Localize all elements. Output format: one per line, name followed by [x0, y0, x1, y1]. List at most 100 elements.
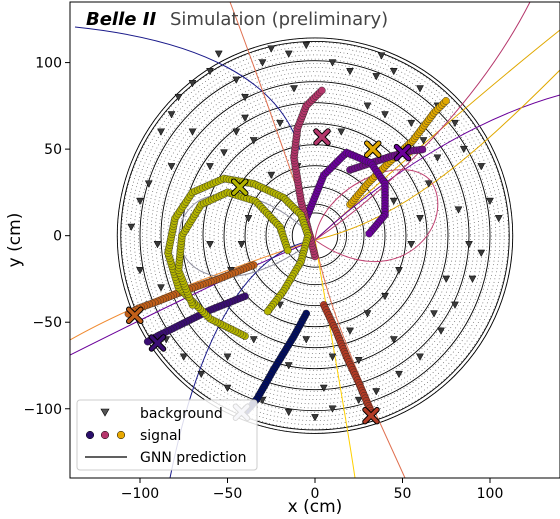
background-hit [363, 102, 372, 110]
detector-wire-layer [222, 142, 408, 329]
background-hit [244, 215, 253, 223]
legend-background-label: background [140, 406, 223, 422]
detector-wire-layer [192, 113, 438, 358]
background-hit [241, 93, 249, 102]
detector-wire-layer [125, 46, 505, 426]
detector-wire-layer [276, 197, 354, 274]
detector-wire-layer [209, 130, 421, 342]
background-hit [267, 171, 276, 180]
background-hit [302, 42, 311, 50]
background-hit [354, 396, 363, 405]
legend-gnn-label: GNN prediction [140, 450, 246, 466]
background-hit [328, 59, 337, 67]
detector-wire-layer [205, 125, 425, 346]
track-end-cross [393, 143, 412, 162]
background-hit [206, 67, 214, 76]
background-hit [354, 357, 363, 365]
signal-hit [318, 86, 326, 95]
detector-wire-layer [138, 58, 492, 413]
detector-superlayer-ring [120, 40, 510, 431]
detector-wire-layer [268, 188, 362, 283]
detector-wire-layer [133, 54, 497, 417]
detector-wire-layer [238, 159, 392, 312]
background-hit [167, 163, 176, 171]
signal-hit [143, 337, 152, 346]
detector-wire-layer [247, 167, 383, 304]
background-hit [174, 93, 183, 102]
chart-subtitle: Simulation (preliminary) [170, 9, 388, 30]
background-hit [486, 197, 494, 206]
x-axis-label: x (cm) [288, 497, 343, 517]
background-hit [395, 267, 403, 275]
background-hit [465, 241, 473, 249]
signal-hit [263, 307, 272, 316]
detector-superlayer-ring [244, 165, 386, 307]
legend-signal-marker-3 [116, 430, 126, 440]
background-hit [454, 206, 463, 214]
background-hit [407, 119, 416, 128]
detector-wire-layer [121, 41, 509, 430]
background-hit [451, 119, 459, 128]
background-hit [416, 353, 424, 361]
background-hit [407, 241, 416, 249]
background-hit [372, 73, 381, 81]
background-hit [284, 50, 293, 58]
background-hit [188, 128, 197, 136]
detector-wire-layer [184, 104, 446, 367]
detector-wire-layer [226, 146, 404, 325]
track-end-cross-fill [127, 307, 143, 324]
background-hit [389, 336, 398, 344]
track-end-cross [231, 178, 249, 196]
detector-superlayer-ring [139, 60, 491, 412]
background-hit [389, 67, 398, 76]
background-hit [290, 85, 298, 93]
background-hit [232, 76, 241, 84]
signal-hit [284, 246, 292, 255]
track-end-cross [148, 334, 167, 352]
gnn-prediction-curve [314, 94, 560, 241]
track-end-cross-fill [314, 129, 330, 145]
background-hit [223, 353, 232, 361]
track-end-cross [362, 406, 380, 425]
y-tick-label: 100 [35, 56, 62, 72]
background-hit [157, 284, 165, 292]
legend-signal-marker-1 [85, 430, 95, 440]
signal-hit [418, 145, 427, 154]
background-hit [419, 137, 428, 145]
detector-wire-layer [129, 50, 501, 421]
detector [116, 37, 514, 434]
background-hit [249, 336, 258, 344]
background-hit [267, 45, 276, 53]
background-hit [381, 111, 389, 119]
background-hit [136, 267, 144, 275]
track-end-cross [364, 140, 382, 158]
detector-wire-layer [213, 134, 417, 337]
track-end-cross-fill [394, 144, 411, 161]
detector-wire-layer [150, 71, 480, 400]
detector-wire-layer [243, 163, 387, 308]
background-hit [144, 180, 153, 188]
gnn-prediction-curve [314, 239, 356, 478]
background-hit [381, 293, 389, 301]
background-hit [214, 50, 223, 58]
background-hit [337, 128, 346, 136]
detector-wire-layer [146, 67, 484, 405]
background-hit [223, 384, 232, 393]
legend-signal-marker-2 [100, 430, 110, 440]
background-hit [328, 353, 337, 361]
background-hit [442, 275, 451, 283]
detector-wire-layer [251, 172, 379, 300]
detector-wire-layer [234, 155, 396, 316]
detector-wire-layer [264, 184, 366, 287]
background-hit [437, 327, 445, 335]
ticks: −100 −50 0 50 100 −100 −50 0 50 100 [24, 56, 504, 502]
detector-wire-layer [167, 88, 463, 384]
detector-wire-layer [188, 109, 442, 363]
background-hit [220, 149, 228, 157]
background-hit [311, 414, 319, 422]
background-hit [153, 241, 162, 249]
background-hit [284, 362, 293, 370]
background-hit [346, 327, 354, 335]
x-tick-label: −50 [213, 486, 243, 502]
